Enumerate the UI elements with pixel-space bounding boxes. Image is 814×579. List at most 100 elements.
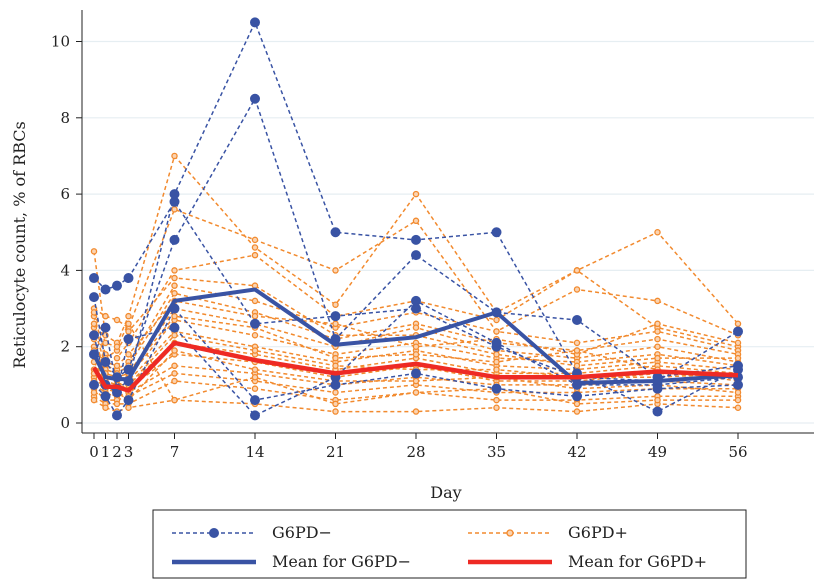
mean-series	[92, 287, 739, 393]
legend-box	[152, 509, 747, 579]
g6pd-pos-point	[573, 347, 581, 354]
g6pd-pos-point	[90, 320, 98, 328]
g6pd-neg-point	[250, 318, 260, 329]
g6pd-neg-point	[572, 314, 582, 325]
y-axis-title: Reticulocyte count, % of RBCs	[10, 121, 29, 368]
g6pd-pos-participant	[90, 309, 742, 408]
g6pd-neg-point	[100, 391, 111, 402]
g6pd-pos-point	[251, 385, 259, 392]
y-tick-label: 8	[60, 109, 70, 127]
g6pd-neg-point	[169, 234, 180, 245]
g6pd-neg-point	[112, 280, 122, 291]
g6pd-pos-point	[113, 362, 121, 370]
g6pd-pos-point	[412, 408, 420, 415]
g6pd-neg-point	[411, 234, 421, 245]
g6pd-pos-point	[654, 328, 661, 335]
g6pd-pos-point	[734, 354, 742, 362]
x-tick-label: 0	[89, 443, 99, 461]
g6pd-pos-point	[251, 236, 259, 244]
g6pd-neg-point	[123, 273, 134, 284]
g6pd-pos-point	[493, 316, 500, 324]
g6pd-neg-line	[93, 96, 739, 379]
g6pd-pos-point	[113, 354, 121, 362]
g6pd-pos-point	[251, 251, 259, 259]
g6pd-pos-point	[412, 389, 420, 396]
g6pd-neg-point	[491, 337, 502, 348]
g6pd-pos-point	[412, 190, 420, 198]
axes	[76, 10, 814, 439]
g6pd-pos-point	[251, 332, 259, 339]
y-tick-label: 4	[60, 261, 70, 279]
g6pd-pos-point	[171, 206, 178, 213]
legend-item: G6PD+	[468, 523, 628, 542]
g6pd-neg-point	[169, 189, 180, 200]
legend-label: Mean for G6PD+	[568, 552, 707, 571]
x-tick-label: 49	[648, 443, 667, 461]
g6pd-pos-point	[332, 320, 339, 328]
g6pd-neg-point	[330, 379, 341, 390]
g6pd-pos-point	[573, 267, 581, 274]
g6pd-pos-point	[251, 297, 259, 305]
g6pd-pos-point	[412, 351, 420, 358]
g6pd-pos-point	[654, 297, 661, 305]
x-tick-label: 1	[101, 443, 111, 461]
g6pd-pos-point	[332, 354, 339, 362]
g6pd-neg-point	[89, 330, 99, 341]
g6pd-pos-point	[251, 312, 259, 320]
g6pd-pos-point	[251, 373, 259, 381]
g6pd-pos-point	[251, 347, 259, 354]
g6pd-pos-point	[171, 370, 178, 377]
y-tick-label: 10	[51, 33, 70, 51]
g6pd-pos-point	[654, 335, 661, 343]
g6pd-pos-point	[171, 312, 178, 320]
g6pd-pos-point	[332, 400, 339, 408]
legend-swatch-marker	[506, 529, 514, 537]
g6pd-pos-point	[734, 396, 742, 404]
g6pd-pos-point	[654, 354, 661, 362]
g6pd-pos-point	[412, 377, 420, 385]
legend-label: Mean for G6PD−	[272, 552, 411, 571]
g6pd-pos-point	[125, 328, 132, 335]
g6pd-pos-point	[412, 217, 420, 225]
g6pd-neg-point	[411, 250, 421, 261]
g6pd-pos-point	[332, 408, 339, 415]
g6pd-neg-point	[250, 17, 260, 28]
y-tick-label: 2	[60, 338, 70, 356]
g6pd-neg-point	[330, 227, 341, 238]
g6pd-neg-point	[411, 295, 421, 306]
g6pd-pos-point	[171, 267, 178, 274]
legend-label: G6PD+	[568, 523, 628, 542]
g6pd-pos-line	[93, 277, 738, 367]
g6pd-neg-point	[652, 406, 663, 417]
g6pd-pos-point	[90, 309, 98, 316]
x-axis-title: Day	[430, 483, 461, 502]
g6pd-neg-point	[112, 410, 122, 421]
g6pd-pos-point	[654, 228, 661, 236]
g6pd-pos-participant	[90, 396, 742, 415]
g6pd-pos-point	[573, 362, 581, 370]
x-tick-label: 21	[326, 443, 345, 461]
x-tick-label: 3	[124, 443, 134, 461]
legend-item: Mean for G6PD−	[172, 552, 411, 571]
g6pd-pos-line	[93, 208, 739, 336]
g6pd-neg-point	[733, 326, 743, 337]
g6pd-pos-point	[332, 301, 339, 308]
g6pd-pos-point	[113, 400, 121, 408]
g6pd-pos-point	[493, 358, 500, 366]
g6pd-pos-point	[171, 396, 178, 404]
g6pd-pos-point	[125, 320, 132, 328]
g6pd-neg-line	[93, 200, 739, 382]
g6pd-pos-point	[654, 396, 661, 404]
legend-swatch-marker	[209, 528, 219, 538]
g6pd-pos-point	[412, 343, 420, 350]
g6pd-pos-point	[573, 408, 581, 415]
g6pd-neg-point	[89, 292, 99, 303]
grid-lines	[82, 40, 814, 424]
g6pd-neg-point	[123, 395, 134, 406]
g6pd-neg-line	[93, 299, 739, 417]
g6pd-pos-point	[90, 248, 98, 255]
g6pd-pos-point	[113, 316, 121, 324]
x-tick-label: 42	[567, 443, 586, 461]
g6pd-neg-point	[572, 391, 582, 402]
